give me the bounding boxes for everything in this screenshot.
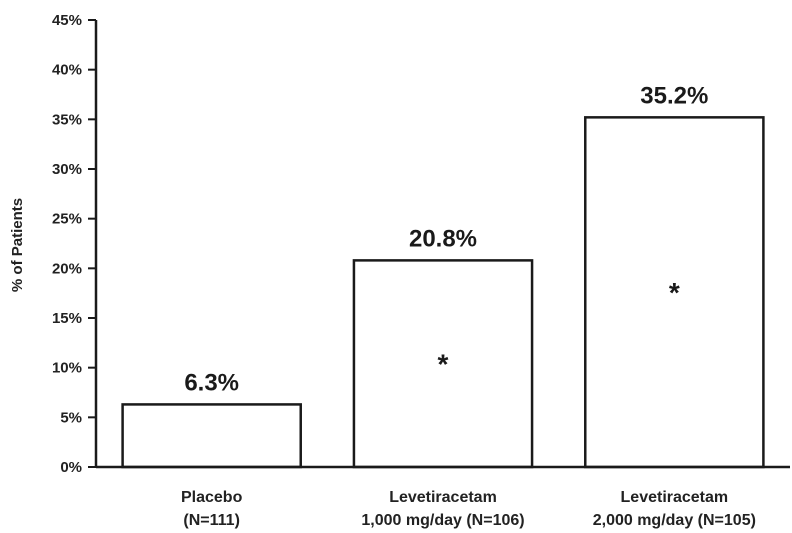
- x-category-label: Levetiracetam: [389, 489, 497, 506]
- x-axis: Placebo (N=111) Levetiracetam 1,000 mg/day …: [96, 465, 790, 529]
- y-tick-label: 35%: [52, 111, 82, 128]
- bar: [584, 116, 765, 469]
- y-tick-label: 30%: [52, 161, 82, 178]
- x-category-label: 1,000 mg/day (N=106): [361, 512, 524, 529]
- y-tick-label: 15%: [52, 310, 82, 327]
- data-label: 6.3%: [184, 369, 239, 396]
- x-category-label: 2,000 mg/day (N=105): [593, 512, 756, 529]
- y-tick-label: 25%: [52, 211, 82, 228]
- bars: 6.3% 20.8% * 35.2% *: [121, 82, 765, 469]
- x-category-label: Placebo: [181, 489, 243, 506]
- significance-marker: *: [669, 277, 680, 308]
- y-tick-label: 0%: [60, 459, 82, 476]
- y-tick-label: 10%: [52, 360, 82, 377]
- significance-marker: *: [438, 349, 449, 380]
- data-label: 20.8%: [409, 225, 477, 252]
- y-axis-title: % of Patients: [9, 198, 26, 292]
- y-tick-label: 40%: [52, 62, 82, 79]
- y-tick-label: 45%: [52, 12, 82, 29]
- y-tick-label: 5%: [60, 409, 82, 426]
- y-tick-label: 20%: [52, 260, 82, 277]
- x-category-label: (N=111): [183, 512, 239, 529]
- bar: [121, 403, 302, 469]
- x-category-label: Levetiracetam: [621, 489, 729, 506]
- bar: [352, 259, 534, 469]
- y-axis: 0% 5% 10% 15% 20% 25% 30% 35% 40% 45%: [52, 12, 98, 476]
- data-label: 35.2%: [640, 82, 708, 109]
